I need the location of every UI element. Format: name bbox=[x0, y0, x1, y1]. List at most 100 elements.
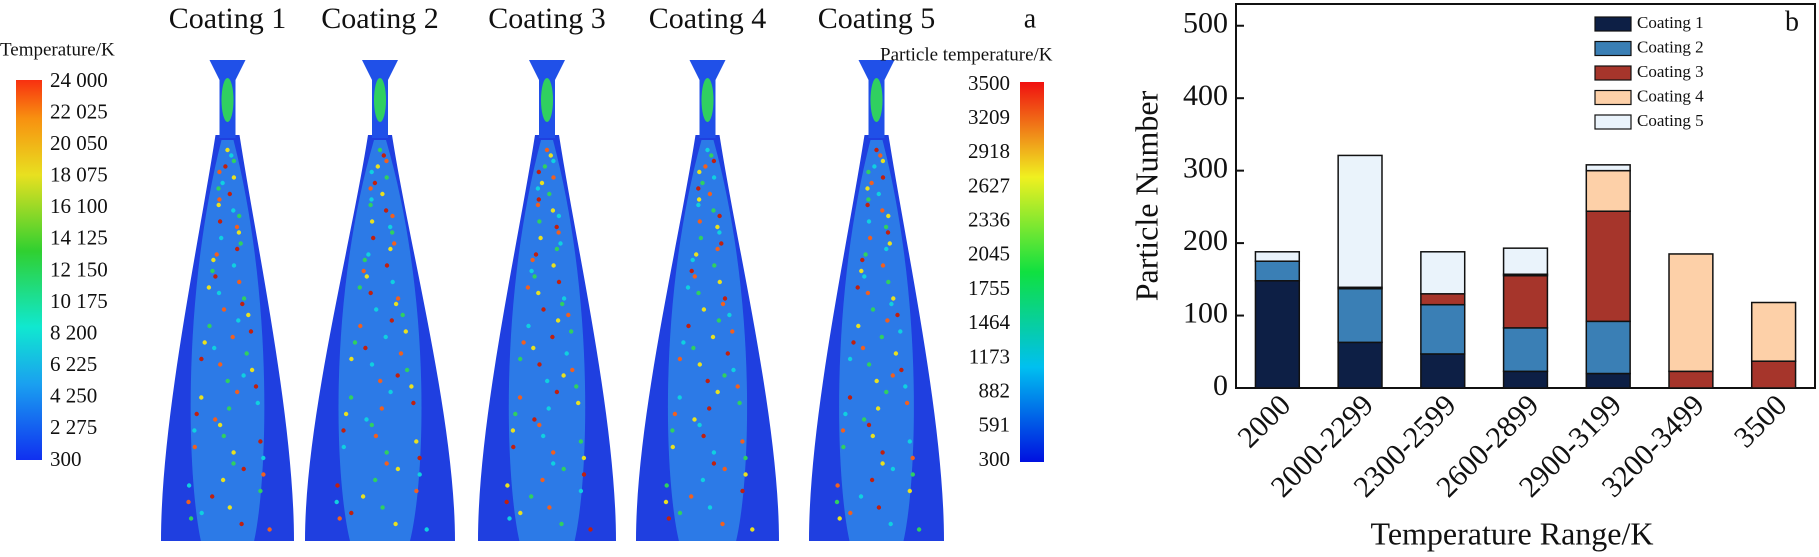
particle bbox=[574, 384, 579, 389]
particle bbox=[390, 213, 395, 219]
particle bbox=[334, 499, 339, 505]
particle bbox=[551, 263, 556, 268]
colorbar-label: 2045 bbox=[968, 242, 1010, 266]
particle bbox=[709, 153, 714, 158]
plume bbox=[839, 140, 914, 541]
particle bbox=[855, 285, 860, 290]
particle bbox=[848, 510, 853, 516]
particle bbox=[560, 301, 565, 307]
particle bbox=[876, 505, 882, 510]
bar-segment bbox=[1585, 210, 1631, 323]
particle bbox=[837, 516, 842, 521]
particle bbox=[231, 175, 237, 180]
particle bbox=[375, 164, 380, 169]
particle bbox=[227, 505, 232, 510]
particle bbox=[861, 417, 867, 422]
colorbar-label: 300 bbox=[50, 447, 82, 471]
particle bbox=[715, 246, 720, 252]
plume bbox=[508, 140, 586, 541]
particle bbox=[388, 246, 393, 252]
particle bbox=[550, 208, 556, 213]
particle bbox=[237, 213, 242, 219]
particle bbox=[525, 285, 531, 290]
colorbar-label: 300 bbox=[979, 447, 1011, 471]
bar-segment bbox=[1668, 253, 1714, 373]
plume bbox=[667, 140, 748, 541]
particle bbox=[529, 268, 534, 274]
particle bbox=[743, 455, 748, 461]
x-tick-label: 2000 bbox=[1231, 388, 1297, 454]
particle bbox=[261, 455, 266, 461]
particle bbox=[878, 153, 883, 158]
particle bbox=[398, 351, 404, 356]
particle bbox=[556, 279, 562, 285]
particle bbox=[206, 285, 212, 290]
particle bbox=[551, 175, 556, 180]
particle bbox=[904, 400, 910, 406]
particle bbox=[880, 461, 885, 466]
particle bbox=[529, 494, 534, 499]
particle bbox=[194, 411, 199, 417]
colorbar-title: Particle temperature/K bbox=[880, 44, 1053, 65]
particle bbox=[372, 180, 378, 186]
y-tick-label: 400 bbox=[1183, 79, 1228, 112]
particle bbox=[694, 252, 699, 257]
legend-swatch bbox=[1594, 114, 1632, 130]
particle bbox=[517, 395, 523, 400]
particle bbox=[720, 301, 726, 307]
particle bbox=[710, 334, 716, 340]
bar-segment bbox=[1337, 154, 1383, 289]
particle bbox=[558, 241, 563, 246]
particle bbox=[417, 455, 422, 461]
particle bbox=[411, 400, 416, 406]
bar-segment bbox=[1420, 293, 1466, 306]
particle bbox=[414, 439, 419, 444]
particle bbox=[834, 499, 840, 505]
colorbar-label: 24 000 bbox=[50, 68, 108, 92]
particle bbox=[231, 158, 237, 164]
legend-label: Coating 5 bbox=[1637, 111, 1704, 130]
colorbar-label: 2627 bbox=[968, 173, 1010, 197]
particle bbox=[384, 158, 389, 164]
colorbar-label: 2918 bbox=[968, 139, 1010, 163]
particle bbox=[711, 175, 717, 180]
particle bbox=[711, 450, 717, 455]
particle bbox=[229, 153, 234, 158]
particle bbox=[518, 356, 523, 362]
particle bbox=[866, 169, 871, 175]
particle bbox=[240, 301, 245, 307]
particle bbox=[859, 268, 864, 274]
particle bbox=[369, 219, 375, 224]
particle bbox=[876, 191, 881, 197]
particle bbox=[361, 268, 366, 274]
bar-segment bbox=[1254, 280, 1301, 389]
particle bbox=[337, 516, 342, 521]
particle bbox=[373, 477, 378, 483]
particle bbox=[216, 290, 222, 296]
particle bbox=[202, 340, 207, 345]
particle bbox=[880, 450, 885, 455]
particle bbox=[244, 351, 249, 356]
particle bbox=[239, 521, 244, 527]
bar-segment bbox=[1420, 303, 1466, 355]
y-tick-label: 200 bbox=[1183, 224, 1228, 257]
particle bbox=[384, 175, 389, 180]
particle bbox=[880, 175, 886, 180]
particle bbox=[531, 345, 536, 351]
particle bbox=[847, 395, 853, 400]
particle bbox=[711, 461, 717, 466]
particle bbox=[217, 219, 223, 224]
bar-segment bbox=[1585, 169, 1631, 212]
particle bbox=[530, 257, 535, 263]
particle bbox=[581, 472, 587, 477]
particle bbox=[893, 351, 899, 356]
legend-swatch bbox=[1594, 16, 1632, 32]
particle bbox=[533, 252, 539, 257]
particle bbox=[743, 472, 748, 477]
particle bbox=[392, 241, 397, 246]
particle bbox=[358, 323, 363, 329]
panel-label: a bbox=[1024, 3, 1037, 34]
particle bbox=[532, 274, 537, 279]
bar-segment bbox=[1502, 370, 1549, 389]
colorbar bbox=[1020, 82, 1044, 462]
